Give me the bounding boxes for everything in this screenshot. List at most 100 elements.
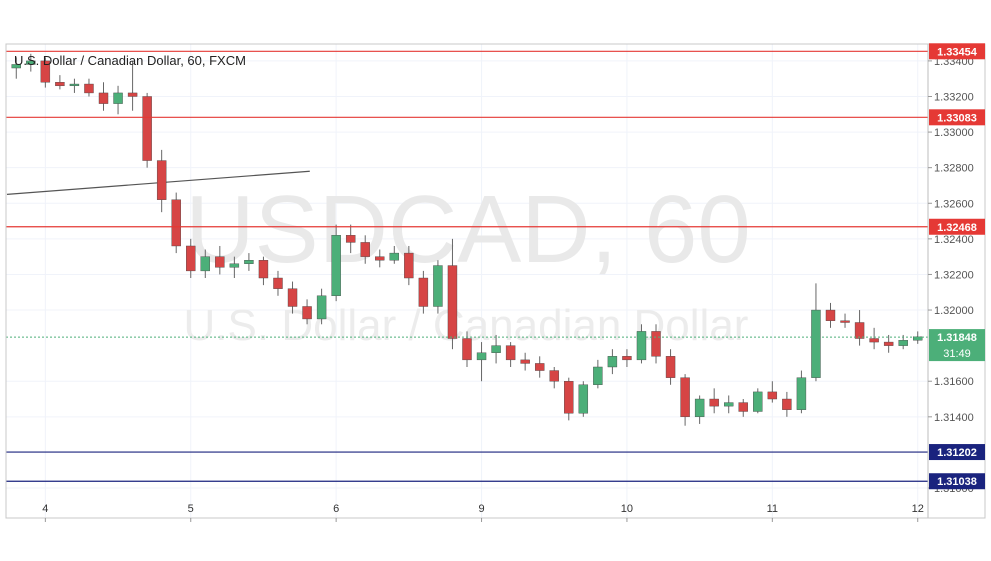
candle-body	[447, 265, 458, 339]
candle-body	[578, 384, 589, 414]
candle-body	[40, 60, 51, 83]
candle-body	[273, 277, 283, 289]
countdown-label: 31:49	[943, 348, 971, 360]
level-badge-label: 1.31202	[937, 447, 977, 459]
time-tick-label: 11	[767, 503, 778, 515]
time-axis[interactable]: 4 5 6 9 10 11 12	[42, 503, 924, 522]
candle-body	[753, 391, 763, 412]
candle-body	[26, 60, 36, 65]
candle-body	[84, 83, 94, 94]
price-tick-label: 1.31600	[934, 376, 974, 388]
candle-body	[767, 391, 778, 400]
candle-body	[724, 402, 734, 407]
candle-body	[200, 256, 210, 272]
candle-body	[491, 345, 501, 353]
level-badge-label: 1.33083	[937, 112, 977, 124]
price-axis[interactable]: 1.334001.332001.330001.328001.326001.324…	[928, 56, 974, 495]
candle-body	[360, 242, 370, 257]
level-badge	[929, 444, 985, 461]
current-price-label: 1.31848	[937, 332, 977, 344]
price-tick-label: 1.32200	[934, 269, 974, 281]
candle-body	[113, 92, 123, 104]
price-tick-label: 1.33000	[934, 127, 974, 139]
candle-body	[782, 398, 792, 410]
price-tick-label: 1.32600	[934, 198, 974, 210]
candle-body	[433, 265, 443, 307]
price-tick-label: 1.32000	[934, 305, 974, 317]
candle-body	[622, 356, 632, 361]
candle-layer	[11, 53, 923, 426]
candle-body	[69, 83, 80, 87]
candle-body	[127, 92, 138, 97]
time-tick-label: 12	[912, 503, 924, 515]
price-tick-label: 1.33200	[934, 91, 974, 103]
price-badges: 1.33454 1.33083 1.32468 1.31202 1.31038 1.318…	[929, 43, 985, 490]
candle-body	[331, 235, 341, 297]
time-tick-label: 10	[621, 503, 633, 515]
candle-body	[665, 356, 676, 378]
candle-body	[258, 260, 269, 279]
candle-body	[549, 370, 559, 382]
candle-body	[607, 356, 618, 368]
candle-body	[593, 366, 603, 385]
grid-layer	[6, 44, 928, 518]
plot-background	[6, 44, 928, 518]
level-badge-label: 1.31038	[937, 476, 977, 488]
candle-body	[913, 336, 923, 341]
candle-body	[244, 260, 254, 264]
candle-body	[898, 340, 908, 346]
candle-body	[520, 359, 530, 364]
candle-body	[825, 309, 836, 321]
candle-body	[680, 377, 690, 418]
candle-body	[186, 245, 196, 272]
time-tick-label: 4	[42, 503, 48, 515]
level-badge-label: 1.32468	[937, 222, 977, 234]
candle-body	[694, 398, 705, 418]
candle-body	[215, 256, 225, 268]
candle-body	[709, 398, 719, 407]
watermark-layer: USDCAD, 60 U.S. Dollar / Canadian Dollar	[184, 176, 751, 350]
candle-body	[287, 288, 298, 307]
level-layer	[6, 50, 928, 482]
candle-body	[505, 345, 516, 361]
candle-body	[389, 252, 400, 261]
level-badge	[929, 109, 985, 126]
candle-body	[476, 352, 487, 361]
chart-title: U.S. Dollar / Canadian Dollar, 60, FXCM	[14, 53, 246, 68]
candle-body	[404, 252, 414, 279]
chart-border	[5, 43, 986, 519]
candle-body	[840, 320, 850, 323]
level-badge-label: 1.33454	[937, 46, 978, 58]
candle-body	[302, 306, 312, 320]
candle-body	[854, 322, 865, 339]
candle-body	[418, 277, 429, 307]
candle-body	[98, 92, 109, 104]
candle-body	[171, 199, 181, 247]
candle-body	[462, 338, 472, 361]
time-tick-label: 9	[478, 503, 484, 515]
candle-body	[345, 235, 356, 243]
candle-body	[564, 381, 574, 414]
level-badge	[929, 218, 985, 235]
candle-body	[229, 263, 240, 268]
price-tick-label: 1.32800	[934, 163, 974, 175]
candle-body	[651, 331, 661, 357]
price-tick-label: 1.32400	[934, 234, 974, 246]
candle-body	[636, 331, 647, 361]
candle-body	[55, 82, 65, 87]
time-tick-label: 5	[188, 503, 194, 515]
candle-body	[738, 402, 748, 412]
current-price-badge	[929, 329, 985, 362]
time-tick-label: 6	[333, 503, 339, 515]
candle-body	[869, 338, 879, 343]
candle-body	[11, 64, 21, 69]
candle-body	[796, 377, 807, 410]
candle-body	[142, 96, 152, 161]
candle-body	[534, 363, 545, 371]
price-tick-label: 1.31400	[934, 412, 974, 424]
level-badge	[929, 473, 985, 490]
candle-body	[883, 341, 894, 346]
level-badge	[929, 43, 985, 60]
